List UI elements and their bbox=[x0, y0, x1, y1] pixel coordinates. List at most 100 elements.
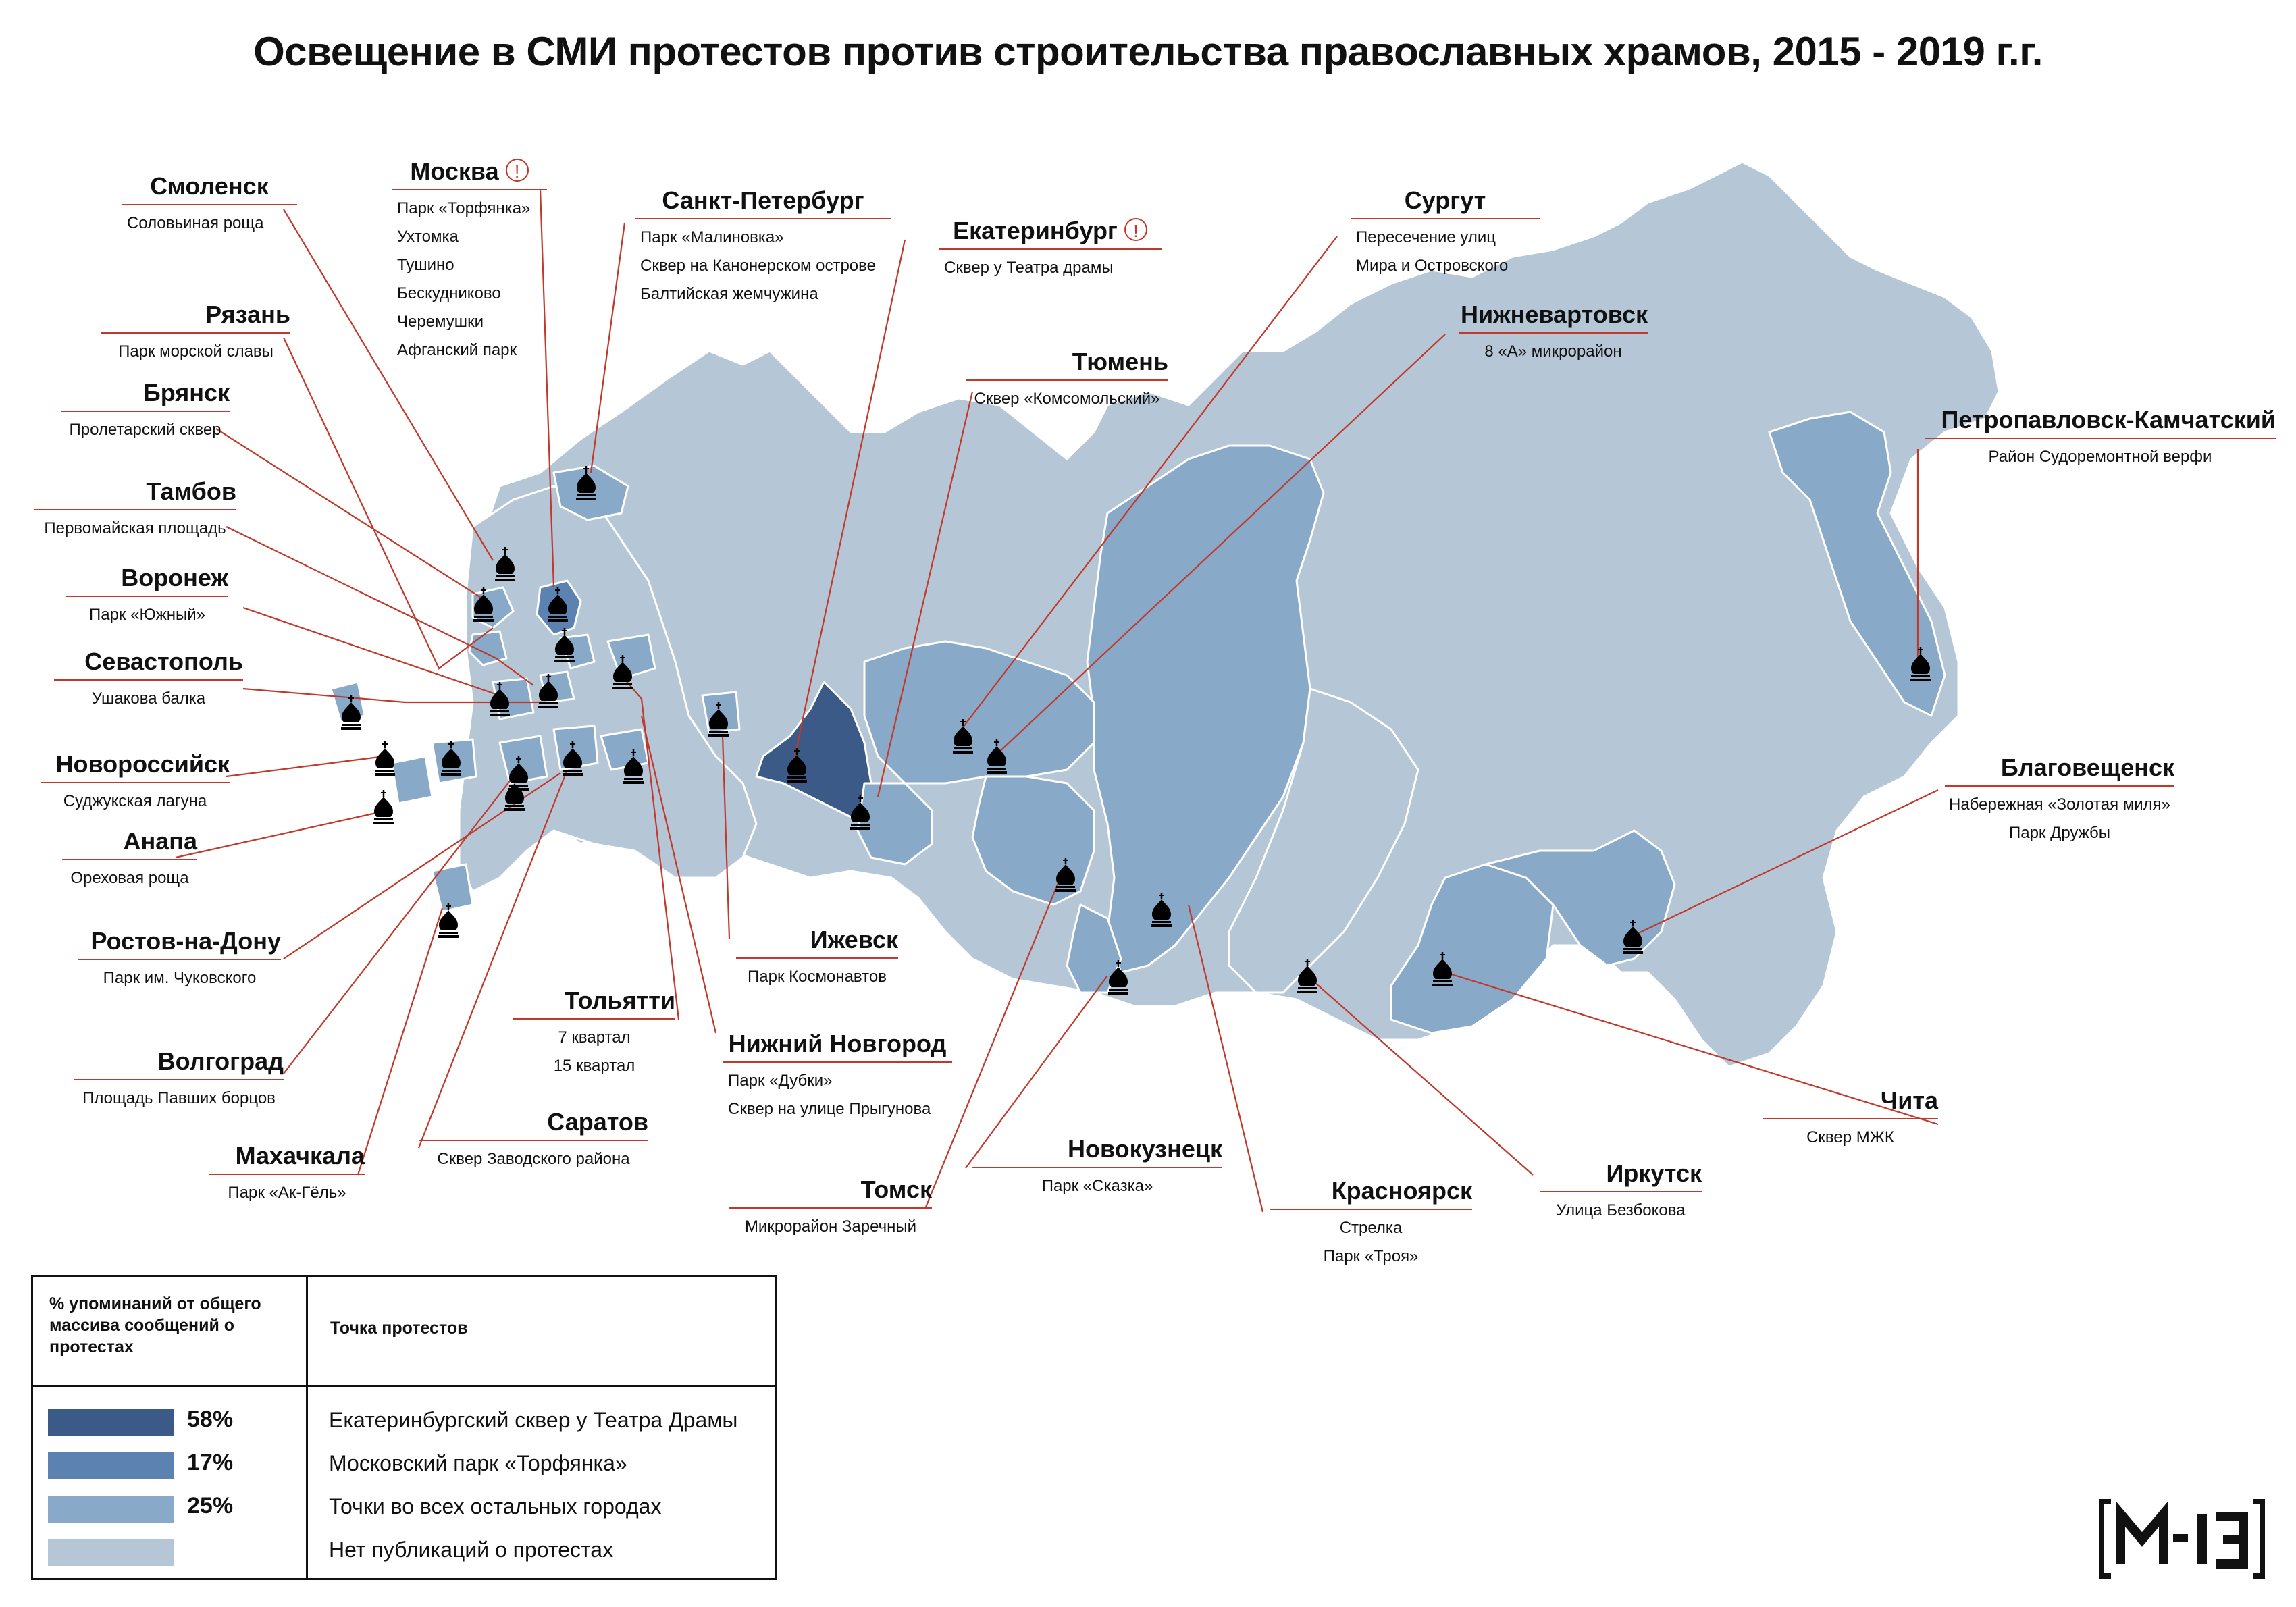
region-khmao bbox=[863, 640, 1095, 785]
protest-point: Улица Безбокова bbox=[1556, 1201, 1686, 1219]
city-name: Петропавловск-Камчатский bbox=[1941, 406, 2276, 433]
exclamation-circle-icon: ! bbox=[505, 159, 529, 182]
protest-point: Ореховая роща bbox=[70, 869, 189, 887]
protest-point: Сквер на Канонерском острове bbox=[640, 257, 876, 275]
protest-point: Тушино bbox=[397, 256, 454, 274]
city-label-rostov: Ростов-на-Дону Парк им. Чуковского bbox=[78, 926, 281, 993]
city-label-blagoveshchensk: Благовещенск Набережная «Золотая миля» Пар… bbox=[1945, 753, 2174, 847]
legend-percent: 17% bbox=[187, 1450, 234, 1475]
map-regions bbox=[330, 161, 2000, 1068]
protest-point: Парк «Дубки» bbox=[728, 1072, 833, 1090]
protest-point: Парк Космонавтов bbox=[748, 968, 887, 986]
protest-point: Сквер Заводского района bbox=[437, 1150, 630, 1168]
city-underline bbox=[1925, 438, 2276, 439]
church-dome-icon bbox=[373, 740, 396, 777]
protest-point: Парк «Южный» bbox=[88, 606, 206, 624]
protest-point: Парк «Торфянка» bbox=[397, 199, 531, 217]
city-label-anapa: Анапа Ореховая роща bbox=[62, 826, 197, 893]
legend-row: 25% Точки во всех остальных городах bbox=[33, 1489, 775, 1532]
protest-point: Сквер у Театра драмы bbox=[944, 259, 1114, 277]
city-label-moskva: Москва! Парк «Торфянка» Ухтомка Тушино Беску… bbox=[392, 157, 547, 365]
protest-point: Черемушки bbox=[397, 313, 484, 331]
city-label-bryansk: Брянск Пролетарский сквер bbox=[61, 378, 230, 444]
protest-point: Первомайская площадь bbox=[44, 519, 226, 537]
legend-row: Нет публикаций о протестах bbox=[33, 1532, 775, 1575]
protest-point: Набережная «Золотая миля» bbox=[1949, 795, 2170, 814]
region-european-russia bbox=[458, 485, 758, 893]
city-underline bbox=[635, 218, 891, 219]
city-name: Брянск bbox=[142, 379, 230, 406]
city-underline bbox=[1540, 1191, 1702, 1192]
city-label-makhachkala: Махачкала Парк «Ак-Гёль» bbox=[209, 1141, 365, 1207]
protest-point: Стрелка bbox=[1339, 1219, 1403, 1237]
city-label-ryazan: Рязань Парк морской славы bbox=[101, 300, 290, 366]
city-name: Тюмень bbox=[1072, 348, 1168, 375]
protest-point: Микрорайон Заречный bbox=[744, 1217, 917, 1236]
legend-description: Точки во всех остальных городах bbox=[329, 1494, 662, 1519]
city-underline bbox=[74, 1079, 284, 1080]
region-irkutsk bbox=[1228, 687, 1419, 994]
city-name: Махачкала bbox=[235, 1142, 365, 1169]
protest-point: Афганский парк bbox=[397, 341, 517, 359]
protest-point: Ушакова балка bbox=[91, 689, 206, 708]
map-title: Освещение в СМИ протестов против строите… bbox=[253, 29, 2043, 74]
exclamation-circle-icon: ! bbox=[1124, 218, 1147, 241]
region-tyumen bbox=[856, 782, 933, 866]
city-label-nnovgorod: Нижний Новгород Парк «Дубки» Сквер на улиц… bbox=[723, 1029, 952, 1124]
city-label-ekb: Екатеринбург! Сквер у Театра драмы bbox=[939, 216, 1162, 282]
city-name: Тольятти bbox=[564, 986, 675, 1014]
city-name: Санкт-Петербург bbox=[662, 186, 864, 214]
city-label-tambov: Тамбов Первомайская площадь bbox=[34, 477, 236, 543]
protest-point: Сквер «Комсомольский» bbox=[974, 390, 1160, 408]
legend-header-share: % упоминаний от общего массива сообщений… bbox=[49, 1294, 261, 1356]
city-underline bbox=[972, 1167, 1222, 1168]
protest-point: Сквер МЖК bbox=[1806, 1128, 1894, 1147]
protest-point: Бескудниково bbox=[397, 284, 501, 302]
city-name: Томск bbox=[860, 1176, 932, 1203]
city-name: Чита bbox=[1880, 1086, 1938, 1114]
city-label-sevastopol: Севастополь Ушакова балка bbox=[54, 647, 243, 713]
city-label-krasnoyarsk: Красноярск Стрелка Парк «Троя» bbox=[1270, 1176, 1472, 1271]
legend-header-point: Точка протестов bbox=[330, 1319, 468, 1338]
city-label-voronezh: Воронеж Парк «Южный» bbox=[66, 563, 228, 629]
city-label-tomsk: Томск Микрорайон Заречный bbox=[729, 1175, 932, 1241]
city-name: Москва! bbox=[392, 157, 547, 186]
legend-description: Московский парк «Торфянка» bbox=[329, 1451, 627, 1475]
protest-point: Пролетарский сквер bbox=[69, 421, 221, 439]
city-label-petropavlovsk: Петропавловск-Камчатский Район Судоремонт… bbox=[1925, 405, 2276, 471]
city-label-novorossiysk: Новороссийск Суджукская лагуна bbox=[41, 749, 230, 816]
legend-description: Екатеринбургский сквер у Театра Драмы bbox=[329, 1408, 738, 1432]
legend-swatch bbox=[48, 1452, 174, 1479]
city-label-nizhnevartovsk: Нижневартовск 8 «А» микрорайон bbox=[1459, 300, 1648, 366]
city-underline bbox=[723, 1061, 952, 1063]
city-label-smolensk: Смоленск Соловьиная роща bbox=[122, 172, 297, 238]
legend-percent: 25% bbox=[187, 1493, 234, 1519]
city-label-saratov: Саратов Сквер Заводского района bbox=[419, 1107, 648, 1174]
legend-description: Нет публикаций о протестах bbox=[329, 1537, 614, 1562]
protest-point: Соловьиная роща bbox=[127, 214, 264, 232]
region-sverdlovsk bbox=[755, 681, 872, 825]
city-label-volgograd: Волгоград Площадь Павших борцов bbox=[74, 1047, 284, 1113]
legend-row: 17% Московский парк «Торфянка» bbox=[33, 1446, 775, 1489]
city-name: Волгоград bbox=[157, 1047, 284, 1075]
protest-point: 7 квартал bbox=[558, 1028, 631, 1047]
city-underline bbox=[101, 332, 290, 334]
protest-point: Балтийская жемчужина bbox=[640, 285, 818, 303]
city-underline bbox=[54, 679, 243, 681]
city-name: Новороссийск bbox=[55, 750, 230, 778]
region-kemerovo bbox=[1066, 903, 1122, 994]
church-dome-icon bbox=[372, 789, 395, 826]
city-name: Сургут bbox=[1404, 186, 1486, 214]
city-underline bbox=[1351, 218, 1540, 219]
city-underline bbox=[1945, 785, 2174, 787]
city-label-novokuznetsk: Новокузнецк Парк «Сказка» bbox=[972, 1134, 1222, 1201]
protest-point: Ухтомка bbox=[397, 228, 459, 246]
city-name: Анапа bbox=[123, 827, 197, 855]
protest-point: Парк морской славы bbox=[118, 342, 273, 361]
protest-point: Пересечение улиц bbox=[1356, 228, 1496, 246]
city-name: Воронеж bbox=[121, 564, 228, 591]
city-underline bbox=[729, 1207, 932, 1209]
protest-point: Площадь Павших борцов bbox=[82, 1089, 276, 1107]
city-name: Нижневартовск bbox=[1460, 300, 1648, 328]
